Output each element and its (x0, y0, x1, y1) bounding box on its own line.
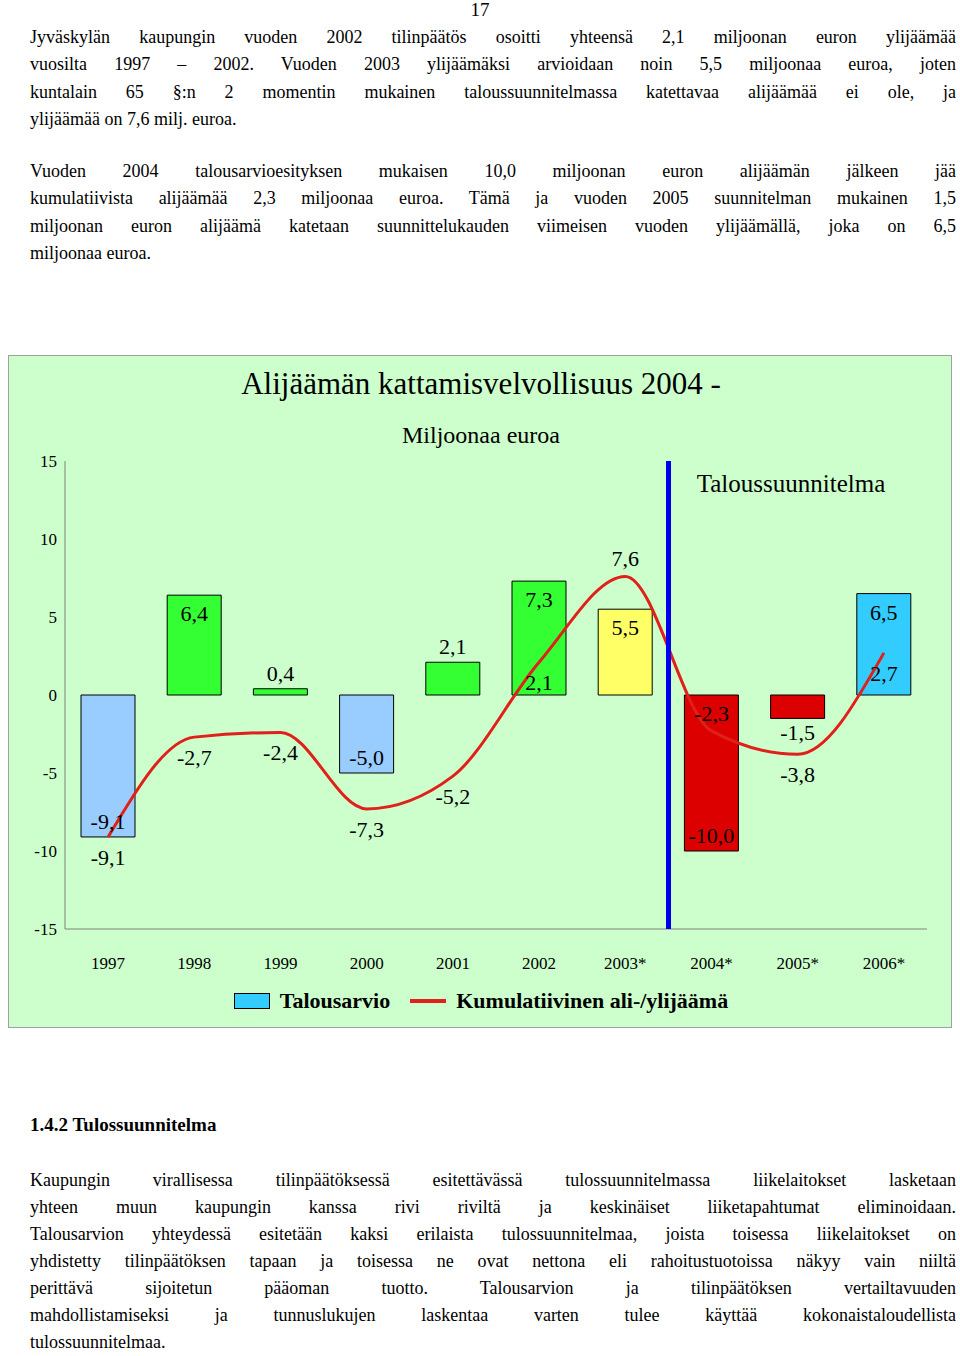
svg-text:-5,2: -5,2 (435, 784, 470, 809)
html-text:miljoonan euron alijäämä katet: miljoonan euron alijäämä katetaan suunni… (30, 215, 956, 236)
html-text:ylijäämää on 7,6 milj. euroa.: ylijäämää on 7,6 milj. euroa. (30, 109, 237, 130)
svg-text:-2,7: -2,7 (177, 745, 212, 770)
html-text:Kumulatiivinen ali-/ylijäämä: Kumulatiivinen ali-/ylijäämä (456, 988, 729, 1013)
svg-text:-10: -10 (34, 842, 57, 861)
html-text:Talousarvio: Talousarvio (279, 988, 391, 1013)
svg-text:-2,3: -2,3 (694, 701, 729, 726)
svg-text:0,4: 0,4 (267, 661, 295, 686)
svg-text:7,6: 7,6 (612, 546, 640, 571)
svg-text:-1,5: -1,5 (780, 720, 815, 745)
html-text:kuntalain 65 §:n 2 momentin mu: kuntalain 65 §:n 2 momentin mukainen tal… (30, 81, 956, 102)
svg-text:1997: 1997 (91, 954, 126, 973)
html-text:Alijäämän kattamisvelvollisuus: Alijäämän kattamisvelvollisuus 2004 - (241, 366, 721, 401)
svg-text:-3,8: -3,8 (780, 762, 815, 787)
html-text:Miljoonaa euroa: Miljoonaa euroa (402, 422, 560, 448)
html-text:yhdistetty tilinpäätöksen tapa: yhdistetty tilinpäätöksen tapaan ja tois… (30, 1251, 956, 1271)
svg-text:2002: 2002 (522, 954, 556, 973)
svg-text:10: 10 (40, 530, 57, 549)
svg-text:-2,4: -2,4 (263, 740, 298, 765)
svg-text:5,5: 5,5 (611, 615, 639, 640)
svg-text:-15: -15 (34, 920, 57, 939)
svg-text:2004*: 2004* (690, 954, 733, 973)
html-text:Talousarvion yhteydessä esitet: Talousarvion yhteydessä esitetään kaksi … (30, 1224, 956, 1244)
svg-text:6,4: 6,4 (180, 601, 208, 626)
html-text:Taloussuunnitelma: Taloussuunnitelma (696, 470, 886, 497)
html-text:mahdollistamiseksi ja tunnuslu: mahdollistamiseksi ja tunnuslukujen lask… (30, 1305, 956, 1325)
svg-text:6,5: 6,5 (870, 600, 898, 625)
svg-text:1998: 1998 (177, 954, 211, 973)
html-text:17: 17 (470, 0, 490, 20)
svg-text:2003*: 2003* (604, 954, 647, 973)
svg-text:2005*: 2005* (776, 954, 819, 973)
svg-text:1999: 1999 (264, 954, 298, 973)
svg-text:2000: 2000 (350, 954, 384, 973)
svg-text:15: 15 (40, 452, 57, 471)
svg-text:2006*: 2006* (863, 954, 906, 973)
html-text:1.4.2 Tulossuunnitelma: 1.4.2 Tulossuunnitelma (30, 1114, 217, 1135)
svg-text:-10,0: -10,0 (688, 823, 734, 848)
html-text:yhteen muun kaupungin kanssa r: yhteen muun kaupungin kanssa rivi rivilt… (30, 1197, 956, 1217)
html-text:Jyväskylän kaupungin vuoden 20: Jyväskylän kaupungin vuoden 2002 tilinpä… (30, 27, 956, 47)
svg-text:5: 5 (49, 608, 58, 627)
svg-text:2001: 2001 (436, 954, 470, 973)
svg-text:-9,1: -9,1 (91, 845, 126, 870)
svg-text:2,7: 2,7 (870, 661, 898, 686)
html-text:miljoonaa euroa.: miljoonaa euroa. (30, 243, 151, 264)
html-text:kumulatiivista alijäämää 2,3 m: kumulatiivista alijäämää 2,3 miljoonaa e… (30, 188, 956, 209)
html-text:Kaupungin virallisessa tilinpä: Kaupungin virallisessa tilinpäätöksessä … (30, 1170, 956, 1190)
html-text:vuosilta 1997 – 2002. Vuoden 2: vuosilta 1997 – 2002. Vuoden 2003 ylijää… (30, 54, 956, 75)
html-text:tulossuunnitelmaa.: tulossuunnitelmaa. (30, 1332, 166, 1352)
svg-text:2,1: 2,1 (525, 670, 553, 695)
svg-text:-5,0: -5,0 (349, 745, 384, 770)
svg-text:-5: -5 (43, 764, 57, 783)
svg-text:7,3: 7,3 (525, 587, 553, 612)
html-text:Vuoden 2004 talousarvioesityks: Vuoden 2004 talousarvioesityksen mukaise… (30, 161, 956, 181)
svg-text:2,1: 2,1 (439, 634, 467, 659)
html-text:perittävä sijoitetun pääoman t: perittävä sijoitetun pääoman tuotto. Tal… (30, 1278, 956, 1298)
svg-text:-7,3: -7,3 (349, 817, 384, 842)
svg-text:-9,1: -9,1 (91, 809, 126, 834)
svg-text:0: 0 (49, 686, 58, 705)
